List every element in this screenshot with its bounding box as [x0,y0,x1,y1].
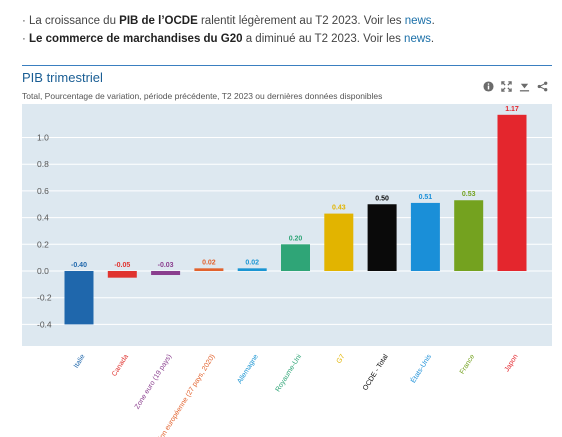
data-label: 0.02 [202,259,216,266]
y-tick-label: -0.4 [37,319,52,329]
bar [237,268,267,271]
data-label: 0.53 [462,191,476,198]
data-label: 0.20 [289,235,303,242]
y-tick-label: 0.6 [37,186,49,196]
data-label: -0.05 [114,262,130,269]
x-category-label: Royaume-Uni [275,353,304,393]
bullet-suffix: ralentit légèrement au T2 2023. Voir les [197,15,405,27]
bullet-bold: PIB de l’OCDE [119,15,198,27]
y-tick-label: 1.0 [37,133,49,143]
bullet-suffix: a diminué au T2 2023. Voir les [242,33,405,45]
bar [194,268,224,271]
bar [410,202,440,271]
y-tick-label: 0.8 [37,159,49,169]
bullet-end: . [431,15,435,27]
bar [454,200,484,271]
chart-toolbar [482,80,548,92]
data-label: 0.51 [419,194,433,201]
x-category-label: Italie [73,353,87,369]
chart-title: PIB trimestriel [22,70,103,85]
bar [367,204,397,271]
data-label: 0.50 [375,195,389,202]
bar [64,271,94,325]
expand-icon[interactable] [500,80,512,92]
news-link[interactable]: news [404,33,431,45]
x-category-label: États-Unis [408,352,433,385]
bullet-g20-trade: · Le commerce de marchandises du G20 a d… [22,30,552,48]
section-divider [22,65,552,66]
data-label: 1.17 [505,106,519,113]
y-tick-label: 0.4 [37,213,49,223]
x-category-label: Canada [111,353,130,378]
bar [324,213,354,271]
x-category-label: G7 [336,353,347,365]
bullet-end: . [430,33,435,45]
bullet-prefix: · [22,33,30,45]
news-link[interactable]: news [404,15,432,27]
y-tick-label: 0.2 [37,239,49,249]
x-category-label: Zone euro (19 pays) [134,353,173,410]
bullet-prefix: · La croissance du [22,15,120,27]
news-bullets: · La croissance du PIB de l’OCDE ralenti… [22,12,552,48]
y-tick-label: -0.2 [37,293,52,303]
bar [107,271,137,278]
data-label: 0.43 [332,205,346,212]
data-label: -0.40 [71,262,87,269]
chart-subtitle: Total, Pourcentage de variation, période… [22,91,383,101]
share-icon[interactable] [536,80,548,92]
x-category-label: OCDE - Total [362,353,390,392]
y-tick-label: 0.0 [37,266,49,276]
bullet-oecd-gdp: · La croissance du PIB de l’OCDE ralenti… [22,12,552,30]
download-icon[interactable] [518,80,530,92]
info-icon[interactable] [482,80,494,92]
data-label: 0.02 [245,259,259,266]
x-category-label: Allemagne [236,353,260,385]
bar [281,244,310,271]
x-category-label: Japon [504,353,520,373]
bullet-bold: Le commerce de marchandises du G20 [29,33,243,45]
data-label: -0.03 [158,262,174,269]
bar [151,271,181,276]
bar [497,114,527,272]
x-category-label: France [459,353,477,375]
